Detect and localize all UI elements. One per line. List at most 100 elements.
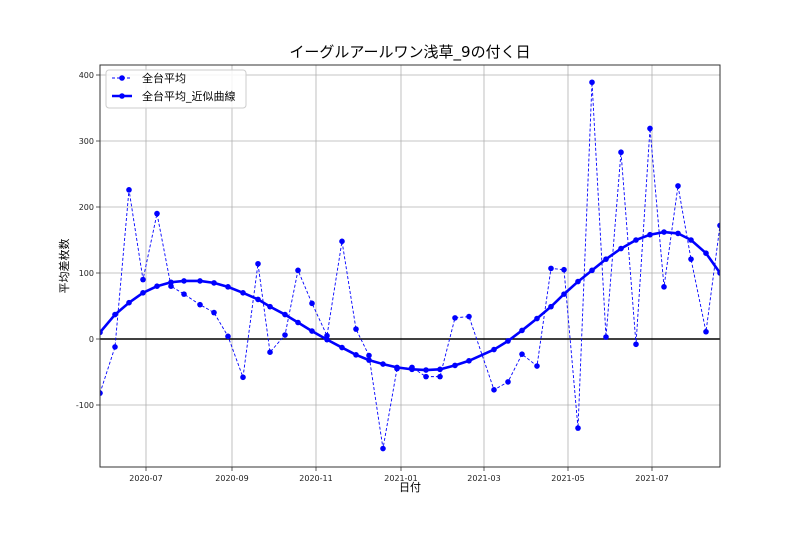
data-point-marker [267,303,273,310]
data-point-marker [534,315,540,322]
legend-label-raw: 全台平均 [142,71,186,85]
data-point-marker [423,373,429,380]
data-point-marker [647,231,653,238]
y-tick-label: 0 [89,335,94,344]
x-tick-label: 2021-03 [467,474,500,483]
data-point-marker [661,284,667,290]
y-tick-label: 400 [79,71,94,80]
data-point-marker [324,336,330,343]
data-point-marker [154,210,160,217]
data-point-marker [394,364,400,371]
data-point-marker [380,445,386,452]
data-point-marker [100,390,103,396]
data-point-marker [295,267,301,274]
y-axis-ticks: -100 0 100 200 300 400 [76,71,100,410]
data-point-marker [267,349,273,356]
y-tick-label: 200 [79,203,94,212]
data-point-marker [452,362,458,369]
data-point-marker [168,279,174,286]
data-point-marker [534,363,540,369]
x-tick-label: 2021-07 [635,474,668,483]
data-point-marker [380,361,386,367]
data-point-marker [339,344,345,351]
data-point-marker [548,265,554,272]
x-tick-label: 2020-07 [129,474,162,483]
data-point-marker [589,267,595,274]
data-point-marker [647,125,653,132]
y-tick-label: 300 [79,137,94,146]
data-point-marker [519,351,525,357]
data-point-marker [309,300,315,307]
data-point-marker [240,290,246,296]
x-axis-ticks: 2020-07 2020-09 2020-11 2021-01 2021-03 2021-… [129,467,669,483]
x-tick-label: 2020-09 [215,474,248,483]
plot-frame [99,64,721,468]
data-point-marker [154,283,160,290]
data-point-marker [575,278,581,285]
data-point-marker [575,425,581,431]
data-point-marker [561,291,567,297]
data-point-marker [366,357,372,363]
data-point-marker [211,309,217,316]
data-point-marker [603,256,609,262]
data-point-marker [661,229,667,235]
data-point-marker [309,328,315,334]
y-tick-label: -100 [76,401,94,410]
data-point-marker [339,238,345,245]
data-point-marker [491,387,497,393]
data-point-marker [423,367,429,373]
data-point-marker [211,280,217,286]
data-point-marker [255,296,261,303]
data-point-marker [466,313,472,320]
data-point-marker [225,333,231,340]
data-point-marker [140,276,146,283]
data-point-marker [140,290,146,296]
data-point-marker [548,303,554,310]
legend-box [105,69,247,109]
data-point-marker [717,222,720,229]
data-point-marker [589,79,595,86]
data-point-marker [197,301,203,308]
data-point-marker [618,149,624,156]
data-point-marker [675,183,681,189]
data-point-marker [675,230,681,237]
series-fitted-curve [100,229,720,373]
data-point-marker [633,341,639,348]
legend-fit-marker-icon [119,93,125,99]
data-point-marker [112,344,118,350]
legend-raw-marker-icon [119,75,125,81]
data-point-marker [519,327,525,334]
data-point-marker [366,352,372,359]
data-point-marker [505,338,511,344]
data-point-marker [618,245,624,252]
data-point-marker [181,278,187,284]
data-point-marker [353,352,359,358]
data-point-marker [717,270,720,276]
data-point-marker [437,366,443,373]
data-point-marker [703,328,709,335]
data-point-marker [324,332,330,339]
data-point-marker [353,326,359,332]
data-point-marker [633,237,639,243]
data-point-marker [452,315,458,321]
data-point-marker [255,260,261,267]
data-point-marker [491,346,497,353]
data-point-marker [703,250,709,256]
data-point-marker [126,187,132,193]
data-point-marker [409,366,415,373]
data-point-marker [100,329,103,336]
data-point-marker [466,357,472,364]
x-tick-label: 2021-05 [551,474,584,483]
data-point-marker [126,299,132,306]
data-point-marker [603,334,609,340]
data-point-marker [295,319,301,326]
data-point-marker [505,379,511,385]
x-axis-label: 日付 [399,481,421,494]
legend: 全台平均 全台平均_近似曲線 [105,69,247,109]
data-point-marker [181,291,187,297]
x-tick-label: 2021-01 [384,474,417,483]
data-point-marker [225,284,231,290]
legend-label-fit: 全台平均_近似曲線 [142,89,236,103]
data-point-marker [282,311,288,318]
